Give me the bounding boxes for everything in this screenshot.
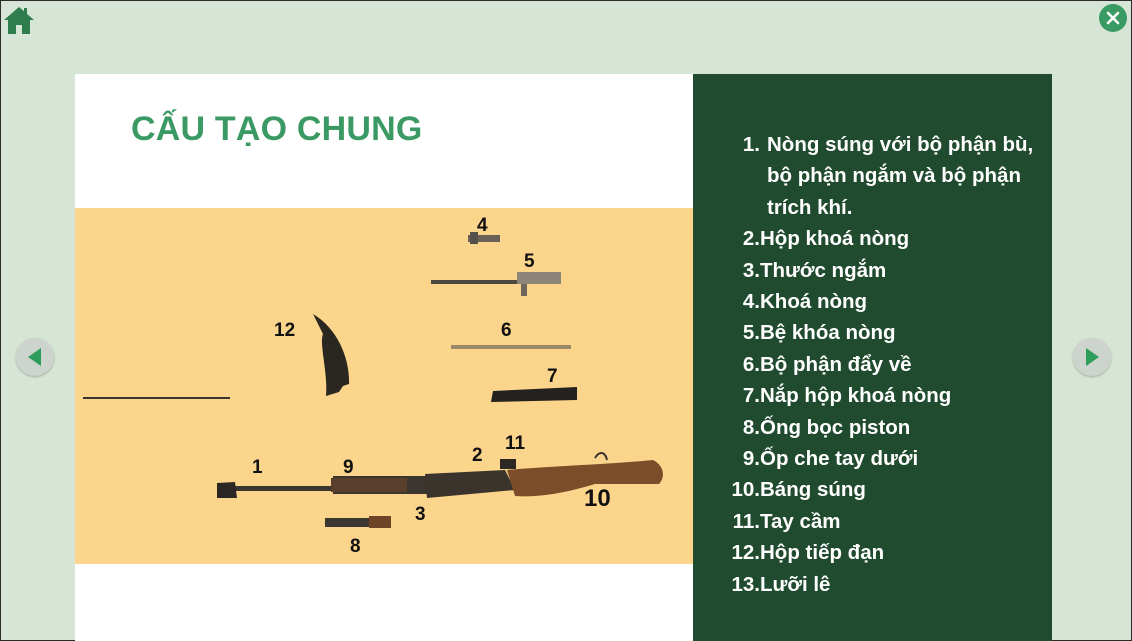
photo-label-5: 5 [524, 251, 535, 272]
parts-list-item: 11. Tay cầm [725, 506, 1045, 537]
part-name: Thước ngắm [760, 258, 887, 282]
photo-label-9: 9 [343, 457, 354, 478]
photo-label-12: 12 [274, 320, 295, 341]
part-number: 1. [742, 133, 760, 156]
parts-list-item: 1. Nòng súng với bộ phận bù, bộ phận ngắ… [725, 129, 1045, 223]
prev-slide-button[interactable] [16, 338, 54, 376]
part-bolt [468, 235, 500, 242]
parts-list: 1. Nòng súng với bộ phận bù, bộ phận ngắ… [725, 129, 1045, 600]
part-name: Bệ khóa nòng [760, 321, 896, 345]
part-number: 10. [731, 478, 761, 502]
part-name: Khoá nòng [760, 290, 868, 314]
part-name: Bộ phận đẩy về [760, 352, 912, 376]
part-bolt-carrier-body [517, 272, 561, 284]
part-number: 6. [742, 352, 760, 376]
part-name: Nắp hộp khoá nòng [760, 384, 952, 408]
part-number: 13. [731, 572, 761, 596]
parts-list-item: 8. Ống bọc piston [725, 412, 1045, 443]
parts-list-item: 13. Lưỡi lê [725, 569, 1045, 600]
part-name: Hộp khoá nòng [760, 227, 910, 251]
part-name: Hộp tiếp đạn [760, 541, 885, 565]
part-name: Ốp che tay dưới [760, 447, 919, 471]
rifle-parts-photo: 4 5 12 6 7 11 2 1 9 10 3 8 [75, 208, 693, 564]
part-gas-tube-wood [369, 516, 391, 528]
photo-label-1: 1 [252, 457, 263, 478]
part-number: 8. [742, 415, 760, 439]
parts-list-panel: 1. Nòng súng với bộ phận bù, bộ phận ngắ… [693, 74, 1052, 641]
part-magazine [313, 314, 350, 396]
parts-list-item: 5. Bệ khóa nòng [725, 317, 1045, 348]
part-number: 11. [732, 509, 760, 533]
part-bolt-carrier [431, 280, 561, 284]
parts-list-item: 7. Nắp hộp khoá nòng [725, 380, 1045, 411]
next-slide-button[interactable] [1073, 338, 1111, 376]
photo-label-6: 6 [501, 320, 512, 341]
photo-label-3: 3 [415, 504, 426, 525]
photo-label-8: 8 [350, 536, 361, 557]
close-icon [1106, 11, 1120, 25]
part-name: Nòng súng với bộ phận bù, bộ phận ngắm v… [767, 133, 1034, 219]
parts-list-item: 6. Bộ phận đẩy về [725, 349, 1045, 380]
photo-label-10: 10 [584, 485, 611, 512]
part-number: 2. [742, 227, 760, 251]
part-name: Tay cầm [760, 509, 841, 533]
arrow-left-icon [28, 348, 41, 366]
part-name: Báng súng [760, 478, 866, 502]
parts-list-item: 10. Báng súng [725, 474, 1045, 505]
arrow-right-icon [1086, 348, 1099, 366]
home-icon [4, 7, 34, 34]
parts-list-item: 2. Hộp khoá nòng [725, 223, 1045, 254]
part-number: 9. [742, 447, 760, 471]
part-receiver-cover [491, 387, 577, 402]
slide-title: CẤU TẠO CHUNG [131, 110, 423, 148]
home-button[interactable] [3, 4, 35, 36]
parts-list-item: 4. Khoá nòng [725, 286, 1045, 317]
part-bolt-head [470, 232, 478, 244]
part-number: 3. [742, 258, 760, 282]
part-name: Lưỡi lê [760, 572, 831, 596]
slide-content-panel: CẤU TẠO CHUNG [75, 74, 693, 641]
part-number: 12. [731, 541, 761, 565]
parts-list-item: 12. Hộp tiếp đạn [725, 537, 1045, 568]
part-gas-tube [325, 518, 387, 527]
part-number: 7. [742, 384, 760, 408]
parts-list-item: 3. Thước ngắm [725, 255, 1045, 286]
photo-label-2: 2 [472, 445, 483, 466]
parts-list-item: 9. Ốp che tay dưới [725, 443, 1045, 474]
part-name: Ống bọc piston [760, 415, 911, 439]
part-recoil-spring [451, 345, 571, 349]
part-number: 4. [742, 290, 760, 314]
part-number: 5. [742, 321, 760, 345]
photo-label-4: 4 [477, 215, 488, 236]
photo-label-11: 11 [505, 433, 526, 454]
part-rifle-assembly [217, 452, 663, 498]
part-bolt-carrier-handle [521, 284, 527, 296]
close-button[interactable] [1099, 4, 1127, 32]
photo-label-7: 7 [547, 366, 558, 387]
